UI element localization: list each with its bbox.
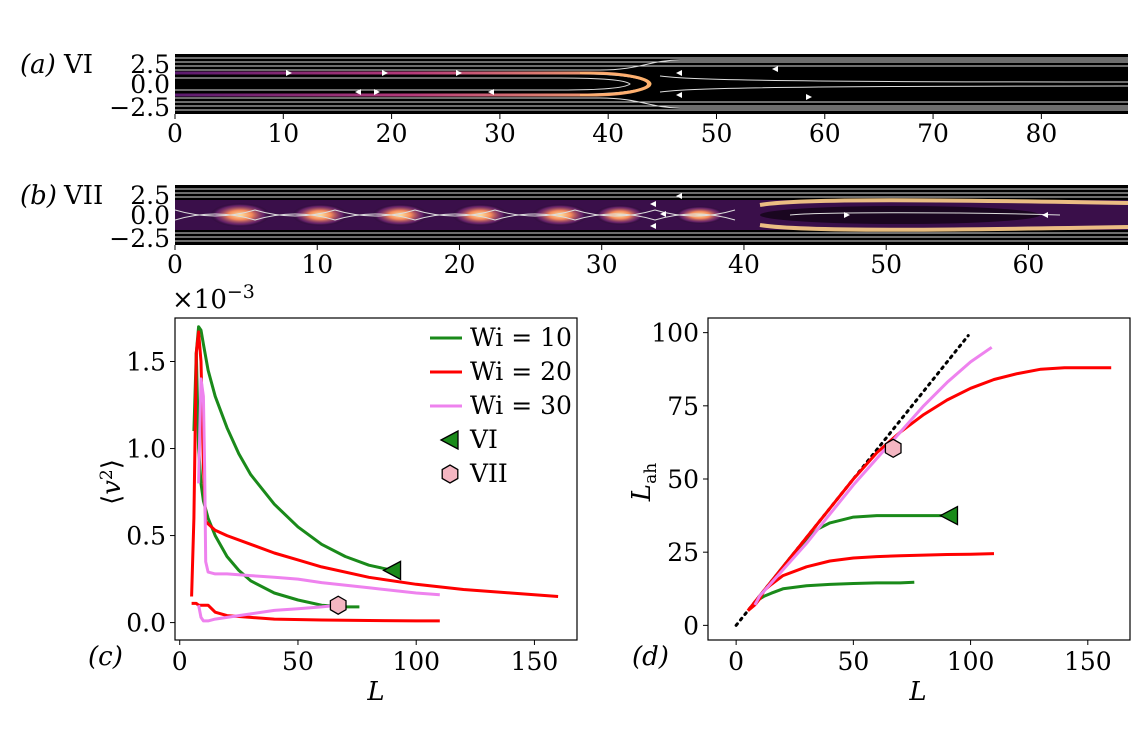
marker-VII [329, 595, 347, 615]
y-tick-label: 0 [683, 611, 699, 640]
x-tick-label: 20 [444, 250, 476, 279]
x-tick-label: 100 [947, 647, 995, 676]
panel-c-frame [174, 317, 578, 641]
panel-c-legend: Wi = 10 Wi = 20 Wi = 30 VI VII [430, 323, 572, 488]
marker-VII [884, 438, 902, 459]
x-tick-label: 0 [167, 119, 183, 148]
x-tick-label: 80 [1025, 119, 1057, 148]
x-tick-label: 50 [701, 119, 733, 148]
series-line-wi10-lower [754, 580, 915, 604]
panel-c-multiplier: ×10−3 [172, 281, 255, 315]
series-line-wi10-lower [194, 352, 360, 609]
legend-label: Wi = 30 [470, 391, 572, 420]
legend-label: Wi = 10 [470, 323, 572, 352]
y-tick-label: 50 [667, 465, 699, 494]
x-tick-label: 40 [728, 250, 760, 279]
panel-b-ytick: 2.5 [130, 181, 170, 210]
x-tick-label: 40 [592, 119, 624, 148]
x-tick-label: 30 [484, 119, 516, 148]
legend-label: VII [469, 459, 508, 488]
panel-c: ×10−3 0 50 100 150 0.0 0.5 1.0 1.5 ⟨v2⟩ L (c) W… [88, 281, 578, 707]
panel-b-yaxis: 2.5 0.0 −2.5 [109, 181, 170, 253]
panel-a: (a) VI [20, 50, 1128, 148]
panel-a-letter: (a) [20, 50, 56, 80]
y-tick-label: 100 [651, 319, 699, 348]
legend-label: Wi = 20 [470, 357, 572, 386]
x-tick-label: 100 [392, 647, 440, 676]
y-tick-label: 0.5 [126, 522, 166, 551]
panel-a-ytick: 0.0 [130, 70, 170, 99]
x-tick-label: 150 [511, 647, 559, 676]
x-tick-label: 60 [1013, 250, 1045, 279]
y-tick-label: 1.5 [126, 348, 166, 377]
x-tick-label: 0 [172, 647, 188, 676]
panel-c-axes: 0 50 100 150 0.0 0.5 1.0 1.5 [126, 348, 558, 676]
series-line-wi10-upper [192, 325, 393, 572]
x-tick-label: 10 [267, 119, 299, 148]
panel-a-streamlines [175, 57, 1128, 111]
series-line-wi30-main [753, 346, 993, 606]
panel-a-name: VI [63, 50, 93, 80]
marker-VI [382, 560, 402, 581]
series-line-wi30-lower [197, 603, 339, 623]
panel-b-letter: (b) [20, 181, 57, 211]
y-tick-label: 75 [667, 392, 699, 421]
panel-a-xaxis: 0 10 20 30 40 50 60 70 80 [167, 114, 1057, 148]
y-tick-label: 0.0 [126, 609, 166, 638]
panel-b-xaxis: 0 10 20 30 40 50 60 [167, 245, 1044, 279]
marker-VI [939, 505, 959, 526]
x-tick-label: 0 [167, 250, 183, 279]
legend-label: VI [469, 425, 498, 454]
panel-d: 0 50 100 150 0 25 50 75 100 Lah L (d) [627, 317, 1131, 707]
panel-c-ylabel: ⟨v2⟩ [97, 459, 127, 505]
y-tick-label: 1.0 [126, 435, 166, 464]
series-line-wi20-upper [190, 330, 559, 598]
panel-a-ytick: −2.5 [109, 93, 170, 122]
panel-b: (b) VII [20, 181, 1128, 279]
x-tick-label: 20 [376, 119, 408, 148]
panel-b-heatmap [175, 188, 1128, 242]
panel-d-axes: 0 50 100 150 0 25 50 75 100 [651, 319, 1111, 676]
panel-c-plot [190, 325, 559, 623]
x-tick-label: 60 [809, 119, 841, 148]
panel-c-letter: (c) [88, 642, 123, 672]
series-line-wi20-lower [191, 601, 440, 623]
panel-b-name: VII [63, 181, 103, 211]
x-tick-label: 0 [728, 647, 744, 676]
panel-b-ytick: 0.0 [130, 201, 170, 230]
marker-VI [439, 429, 459, 451]
x-tick-label: 150 [1064, 647, 1112, 676]
x-tick-label: 50 [282, 647, 314, 676]
x-tick-label: 50 [870, 250, 902, 279]
panel-b-ytick: −2.5 [109, 224, 170, 253]
panel-a-ytick: 2.5 [130, 50, 170, 79]
panel-c-xlabel: L [366, 677, 384, 707]
panel-d-ylabel: Lah [627, 463, 661, 502]
marker-VII [441, 464, 459, 484]
y-tick-label: 25 [667, 538, 699, 567]
panel-d-plot [734, 334, 1112, 627]
x-tick-label: 30 [586, 250, 618, 279]
series-line-wi30-upper [197, 377, 440, 597]
x-tick-label: 70 [917, 119, 949, 148]
panel-d-xlabel: L [908, 677, 926, 707]
panel-d-letter: (d) [632, 642, 669, 672]
x-tick-label: 50 [837, 647, 869, 676]
panel-a-yaxis: 2.5 0.0 −2.5 [109, 50, 170, 122]
x-tick-label: 10 [301, 250, 333, 279]
series-line-wi20-upper [746, 366, 1112, 612]
